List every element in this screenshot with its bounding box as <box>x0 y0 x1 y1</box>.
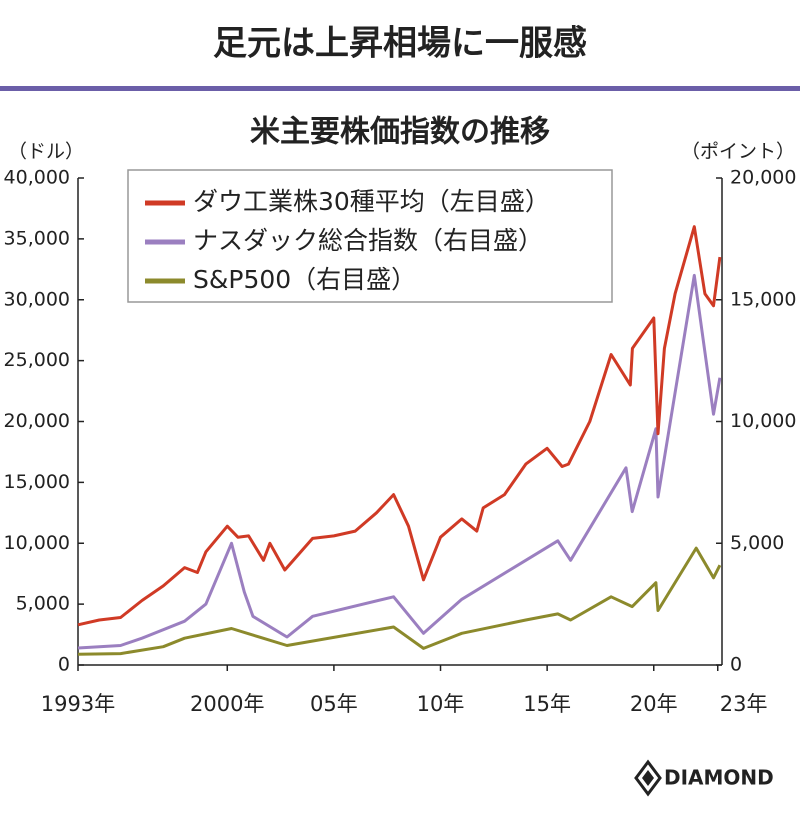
x-tick-label: 15年 <box>523 692 571 716</box>
series-line <box>77 273 722 650</box>
y2-tick-label: 20,000 <box>730 167 796 189</box>
y-tick-label: 10,000 <box>4 532 70 554</box>
x-tick-label: 05年 <box>310 692 358 716</box>
y-tick-label: 20,000 <box>4 410 70 432</box>
y-tick-label: 25,000 <box>4 349 70 371</box>
y2-tick-label: 10,000 <box>730 410 796 432</box>
y2-tick-label: 15,000 <box>730 288 796 310</box>
y2-axis-label: （ポイント） <box>681 141 795 163</box>
chart-title: 米主要株価指数の推移 <box>250 115 550 150</box>
legend-label: S&P500（右目盛） <box>193 265 416 294</box>
y2-tick-label: 5,000 <box>730 532 784 554</box>
y-axis-label: （ドル） <box>8 141 84 163</box>
legend-label: ナスダック総合指数（右目盛） <box>193 226 543 255</box>
logo: DIAMOND <box>634 759 774 797</box>
y-tick-label: 35,000 <box>4 227 70 249</box>
x-tick-label: 20年 <box>630 692 678 716</box>
legend-label: ダウ工業株30種平均（左目盛） <box>193 187 550 216</box>
page-title: 足元は上昇相場に一服感 <box>213 24 587 64</box>
legend-box <box>127 169 613 303</box>
y-tick-label: 15,000 <box>4 471 70 493</box>
logo-text: DIAMOND <box>664 766 774 790</box>
x-tick-label: 1993年 <box>41 692 115 716</box>
y-tick-label: 0 <box>58 654 70 676</box>
series-line <box>77 546 722 656</box>
y-tick-label: 30,000 <box>4 288 70 310</box>
y-tick-label: 5,000 <box>16 593 70 615</box>
x-tick-label: 2000年 <box>190 692 264 716</box>
legend: ダウ工業株30種平均（左目盛） ナスダック総合指数（右目盛） S&P500（右目盛） <box>127 169 613 303</box>
y-tick-label: 40,000 <box>4 167 70 189</box>
title-rule <box>0 86 800 91</box>
y2-tick-label: 0 <box>730 654 742 676</box>
x-tick-label: 23年 <box>720 692 768 716</box>
series-line <box>77 225 722 627</box>
x-tick-label: 10年 <box>417 692 465 716</box>
